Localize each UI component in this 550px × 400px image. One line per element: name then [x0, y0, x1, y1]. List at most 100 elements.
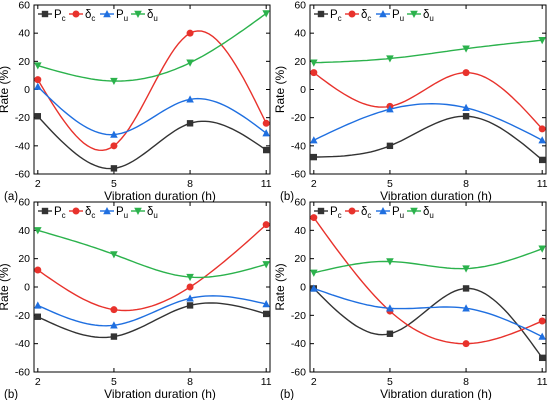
data-point-delta_c [186, 283, 194, 291]
legend-label-delta_u: δu [423, 206, 434, 220]
series-delta_u [310, 37, 546, 67]
chart-panel-2: -60 -40 -20 0 20 40 60 2 5 8 11 Vibration duration … [273, 0, 548, 203]
y-tick-label: -40 [291, 338, 306, 350]
legend-marker-delta_u [134, 207, 142, 215]
x-tick-label: 2 [35, 376, 41, 388]
legend-marker-delta_c [348, 207, 356, 215]
data-point-delta_c [538, 317, 546, 325]
legend-subscript: u [400, 211, 404, 220]
data-point-delta_c [110, 142, 118, 150]
x-tick-label: 11 [537, 376, 548, 388]
legend-subscript: u [124, 14, 128, 23]
data-point-Pc [538, 156, 546, 164]
chart-panel-1: -60 -40 -20 0 20 40 60 2 5 8 11 Vibration duration … [0, 0, 272, 203]
data-point-Pu [186, 294, 194, 302]
data-point-delta_u [462, 45, 470, 53]
panel-label: (b) [280, 389, 294, 400]
y-tick-label: 60 [18, 0, 30, 12]
x-tick-label: 2 [311, 376, 317, 388]
legend-subscript: u [429, 14, 433, 23]
panel-label: (b) [280, 191, 294, 203]
series-Pc [34, 302, 270, 340]
plot-frame [33, 201, 271, 373]
data-point-Pu [34, 82, 42, 90]
data-point-delta_u [538, 37, 546, 45]
legend-marker-Pu [379, 207, 387, 215]
x-axis-label: Vibration duration (h) [104, 387, 216, 400]
data-point-delta_u [462, 265, 470, 273]
x-tick-label: 5 [111, 178, 117, 190]
data-point-delta_c [462, 69, 470, 77]
y-tick-label: 40 [294, 225, 306, 237]
legend-marker-Pc [41, 10, 49, 18]
legend-subscript: c [91, 211, 95, 220]
x-tick-label: 11 [261, 376, 272, 388]
data-point-delta_c [34, 266, 42, 274]
data-point-Pc [538, 354, 546, 362]
y-tick-label: -20 [291, 310, 306, 322]
data-point-delta_u [34, 227, 42, 235]
legend-symbol: P [330, 9, 338, 21]
legend-label-Pc: Pc [330, 206, 342, 220]
legend-symbol: P [54, 206, 62, 218]
data-point-delta_c [186, 29, 194, 37]
series-Pc [310, 113, 546, 164]
series-Pu [310, 102, 546, 144]
legend-marker-Pc [317, 207, 325, 215]
data-point-Pc [262, 146, 270, 154]
legend-symbol: δ [147, 206, 153, 218]
legend-label-Pc: Pc [330, 9, 342, 23]
legend-symbol: P [392, 9, 400, 21]
y-tick-label: -60 [291, 367, 306, 379]
data-point-Pu [310, 284, 318, 292]
data-point-delta_c [538, 125, 546, 133]
legend-marker-delta_u [410, 207, 418, 215]
data-point-Pu [462, 103, 470, 112]
legend-symbol: P [116, 9, 124, 21]
legend-subscript: c [338, 14, 342, 23]
series-Pu [310, 284, 546, 340]
data-point-delta_u [186, 59, 194, 67]
legend-marker-Pc [317, 10, 325, 18]
data-point-Pu [186, 95, 194, 103]
data-point-delta_u [538, 245, 546, 253]
legend-label-Pu: Pu [116, 206, 128, 220]
series-delta_u [34, 10, 270, 86]
data-point-delta_u [262, 261, 270, 269]
series-Pc [310, 285, 546, 362]
legend-symbol: P [392, 206, 400, 218]
data-point-Pu [110, 130, 118, 138]
fit-curve-delta_u [313, 248, 543, 274]
legend-marker-Pu [379, 10, 387, 18]
panel-label: (b) [4, 389, 18, 400]
legend-subscript: c [367, 211, 371, 220]
data-point-Pu [310, 136, 318, 144]
fit-curve-Pu [37, 86, 267, 136]
legend-subscript: u [400, 14, 404, 23]
legend-symbol: δ [85, 206, 91, 218]
fit-curve-delta_c [37, 224, 267, 312]
legend-symbol: δ [85, 9, 91, 21]
data-point-Pu [538, 332, 546, 340]
y-tick-label: 40 [18, 28, 30, 40]
x-tick-label: 8 [187, 376, 193, 388]
data-point-delta_u [186, 273, 194, 282]
data-point-delta_u [310, 269, 318, 277]
legend-label-delta_u: δu [147, 206, 158, 220]
legend-marker-delta_c [72, 207, 80, 215]
data-point-Pc [110, 165, 118, 172]
series-delta_c [34, 29, 270, 152]
legend-marker-delta_c [348, 10, 356, 18]
data-point-delta_u [386, 55, 394, 63]
legend-label-Pu: Pu [392, 9, 404, 23]
y-tick-label: 60 [294, 197, 306, 209]
series-delta_u [34, 227, 270, 282]
y-tick-label: -60 [291, 169, 306, 181]
data-point-Pc [310, 153, 318, 161]
fit-curve-Pc [37, 115, 267, 170]
data-point-delta_c [462, 340, 470, 348]
legend-marker-delta_c [72, 10, 80, 18]
y-tick-label: -20 [15, 112, 30, 124]
y-tick-label: -40 [291, 140, 306, 152]
